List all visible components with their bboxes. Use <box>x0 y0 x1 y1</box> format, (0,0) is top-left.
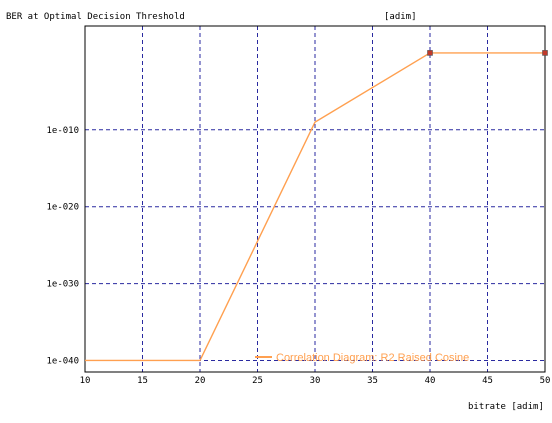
y-tick-label: 1e-010 <box>46 126 79 136</box>
x-tick-label: 45 <box>482 376 493 386</box>
x-tick-label: 35 <box>367 376 378 386</box>
legend: Correlation Diagram: R2 Raised Cosine <box>255 352 469 364</box>
chart-title: BER at Optimal Decision Threshold <box>6 12 185 22</box>
y-tick-label: 1e-020 <box>46 203 79 213</box>
legend-label: Correlation Diagram: R2 Raised Cosine <box>276 352 469 364</box>
x-tick-label: 15 <box>137 376 148 386</box>
x-tick-label: 50 <box>540 376 551 386</box>
x-tick-label: 25 <box>252 376 263 386</box>
x-tick-labels: 10 15 20 25 30 35 40 45 50 <box>80 376 551 386</box>
y-tick-label: 1e-030 <box>46 280 79 290</box>
y-tick-labels: 1e-010 1e-020 1e-030 1e-040 <box>46 126 79 367</box>
x-tick-label: 30 <box>310 376 321 386</box>
grid-lines <box>85 26 545 372</box>
x-axis-label: bitrate [adim] <box>468 402 544 412</box>
y-tick-label: 1e-040 <box>46 356 79 366</box>
x-tick-label: 10 <box>80 376 91 386</box>
y-unit-label: [adim] <box>384 12 417 22</box>
data-point-marker <box>427 50 433 56</box>
plot-area <box>84 25 546 373</box>
data-point-marker <box>542 50 548 56</box>
series-layer <box>85 50 548 362</box>
x-tick-label: 40 <box>425 376 436 386</box>
series-line <box>85 52 545 362</box>
x-tick-label: 20 <box>195 376 206 386</box>
